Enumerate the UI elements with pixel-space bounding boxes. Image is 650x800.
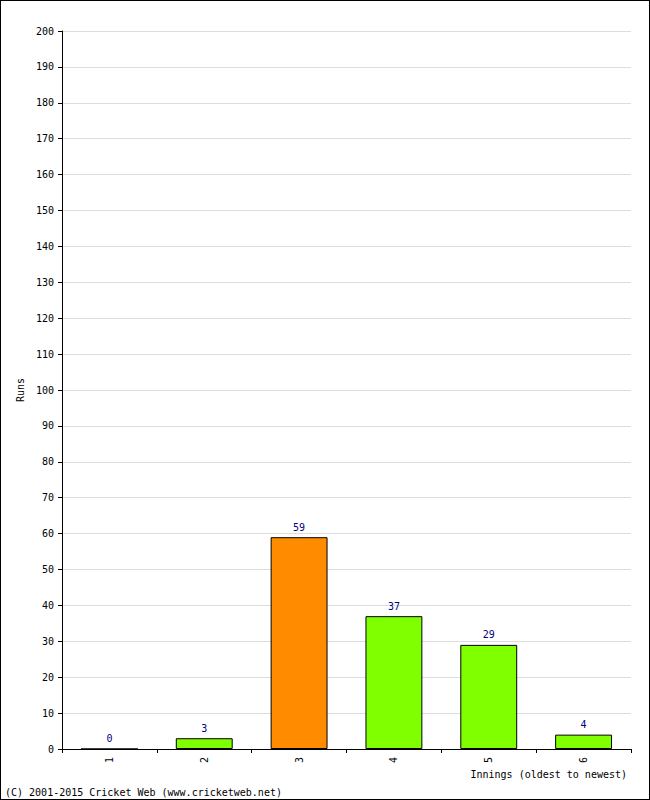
- svg-text:4: 4: [581, 719, 587, 730]
- svg-text:110: 110: [36, 349, 54, 360]
- svg-text:59: 59: [293, 522, 305, 533]
- svg-text:(C) 2001-2015 Cricket Web (www: (C) 2001-2015 Cricket Web (www.cricketwe…: [5, 787, 282, 798]
- svg-text:29: 29: [483, 629, 495, 640]
- svg-text:6: 6: [578, 757, 589, 763]
- svg-text:5: 5: [483, 757, 494, 763]
- svg-text:190: 190: [36, 61, 54, 72]
- svg-text:80: 80: [42, 456, 54, 467]
- svg-text:20: 20: [42, 672, 54, 683]
- svg-text:150: 150: [36, 205, 54, 216]
- svg-text:1: 1: [104, 757, 115, 763]
- svg-text:200: 200: [36, 26, 54, 37]
- svg-text:70: 70: [42, 492, 54, 503]
- svg-text:180: 180: [36, 97, 54, 108]
- svg-text:10: 10: [42, 708, 54, 719]
- svg-text:100: 100: [36, 385, 54, 396]
- svg-text:50: 50: [42, 564, 54, 575]
- svg-text:4: 4: [388, 757, 399, 763]
- svg-text:2: 2: [199, 757, 210, 763]
- svg-text:0: 0: [48, 744, 54, 755]
- svg-text:120: 120: [36, 313, 54, 324]
- svg-text:30: 30: [42, 636, 54, 647]
- svg-text:170: 170: [36, 133, 54, 144]
- svg-text:60: 60: [42, 528, 54, 539]
- svg-text:140: 140: [36, 241, 54, 252]
- svg-text:130: 130: [36, 277, 54, 288]
- svg-text:40: 40: [42, 600, 54, 611]
- svg-text:160: 160: [36, 169, 54, 180]
- svg-text:37: 37: [388, 601, 400, 612]
- svg-text:90: 90: [42, 420, 54, 431]
- svg-text:3: 3: [201, 723, 207, 734]
- svg-text:3: 3: [294, 757, 305, 763]
- svg-text:Innings (oldest to newest): Innings (oldest to newest): [470, 769, 627, 780]
- svg-text:0: 0: [106, 733, 112, 744]
- svg-text:Runs: Runs: [15, 378, 26, 402]
